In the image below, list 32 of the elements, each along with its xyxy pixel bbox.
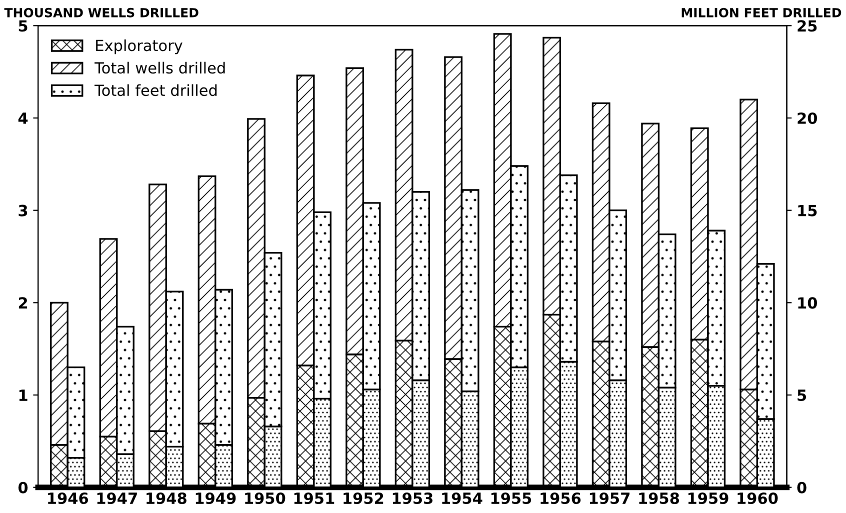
y2-axis-title: MILLION FEET DRILLED xyxy=(682,8,842,18)
x-tick-label: 1953 xyxy=(392,492,432,504)
x-tick-label: 1958 xyxy=(639,492,680,504)
y2-tick-label: 20 xyxy=(798,112,818,124)
legend-label: Exploratory xyxy=(96,39,182,54)
y-tick-label: 0 xyxy=(18,482,28,494)
y-tick-label: 4 xyxy=(18,112,28,124)
y2-tick-label: 0 xyxy=(797,482,806,494)
x-tick-label: 1960 xyxy=(738,492,778,504)
y-tick-label: 3 xyxy=(18,204,28,216)
x-tick-label: 1956 xyxy=(540,492,581,504)
x-tick-label: 1951 xyxy=(294,492,334,504)
y-axis-title: THOUSAND WELLS DRILLED xyxy=(4,8,198,18)
y-tick-label: 2 xyxy=(18,297,28,308)
y-tick-label: 5 xyxy=(18,20,28,32)
y2-tick-label: 25 xyxy=(798,20,817,32)
x-tick-label: 1952 xyxy=(344,492,384,504)
x-tick-label: 1957 xyxy=(590,492,630,504)
legend-label: Total wells drilled xyxy=(94,62,225,74)
legend-label: Total feet drilled xyxy=(94,84,217,96)
y2-tick-label: 15 xyxy=(798,204,817,216)
x-tick-label: 1948 xyxy=(146,492,186,504)
x-tick-label: 1946 xyxy=(48,492,88,504)
x-tick-label: 1950 xyxy=(245,492,286,504)
x-tick-label: 1959 xyxy=(688,492,728,504)
x-tick-label: 1954 xyxy=(442,492,482,504)
y2-tick-label: 10 xyxy=(798,297,818,309)
x-tick-label: 1947 xyxy=(97,492,137,504)
x-tick-label: 1949 xyxy=(196,492,236,504)
x-tick-label: 1955 xyxy=(491,492,532,504)
y2-tick-label: 5 xyxy=(798,390,806,402)
y-tick-label: 1 xyxy=(19,390,28,401)
